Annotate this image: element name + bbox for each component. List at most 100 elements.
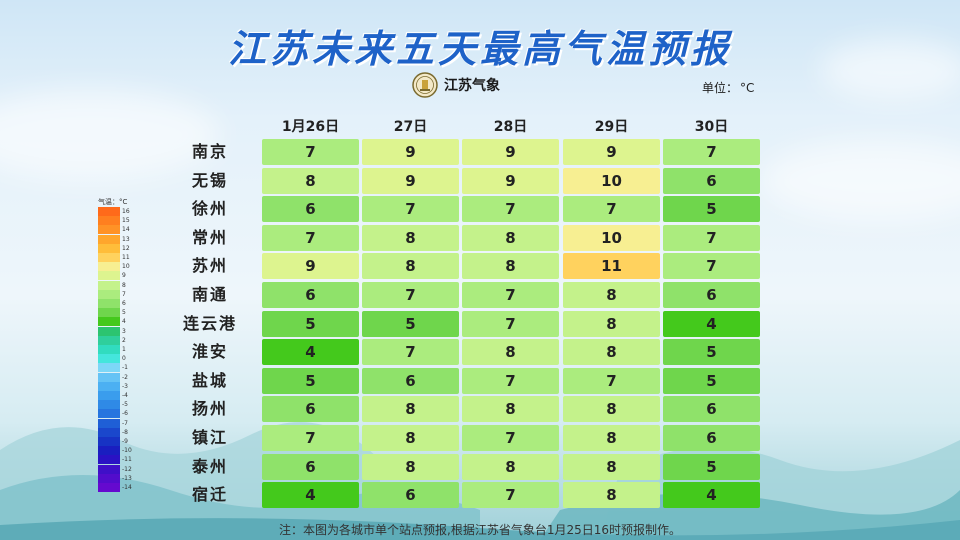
temperature-cell: 6: [663, 396, 760, 423]
legend-label: -4: [122, 392, 128, 399]
temperature-cell: 4: [262, 339, 359, 366]
legend-label: 14: [122, 226, 130, 234]
temperature-cell: 7: [262, 224, 359, 251]
temperature-cell: 4: [663, 482, 760, 509]
legend-label: -10: [122, 447, 132, 455]
legend-swatch: [98, 271, 120, 281]
legend-label: 12: [122, 244, 130, 252]
column-header: 30日: [694, 119, 729, 135]
city-label: 连云港: [182, 313, 237, 333]
legend-swatch: [98, 354, 120, 364]
city-label: 南通: [191, 285, 228, 304]
sky-cloud: [0, 90, 220, 180]
temperature-cell: 7: [462, 282, 559, 308]
temperature-cell: 11: [563, 253, 660, 280]
temperature-cell: 5: [362, 310, 459, 337]
temperature-cell: 8: [462, 253, 559, 280]
legend-label: 7: [122, 290, 126, 298]
temperature-cell: 8: [563, 396, 660, 423]
column-header: 29日: [594, 119, 629, 135]
temperature-cell: 6: [262, 196, 359, 223]
legend-label: -13: [122, 474, 132, 482]
legend-swatch: [98, 243, 120, 253]
temperature-cell: 8: [462, 224, 559, 251]
temperature-cell: 8: [563, 425, 660, 451]
temperature-cell: 9: [262, 253, 359, 280]
city-label: 宿迁: [191, 485, 228, 505]
temperature-cell: 6: [663, 167, 760, 194]
temperature-cell: 5: [663, 453, 760, 480]
city-label: 镇江: [191, 428, 228, 447]
temperature-cell: 8: [563, 482, 660, 509]
temperature-cell: 8: [262, 167, 359, 194]
legend-swatch: [98, 363, 120, 373]
legend-label: -5: [122, 401, 128, 409]
temperature-cell: 7: [563, 367, 660, 394]
temperature-cell: 8: [563, 310, 660, 337]
legend-label: 0: [122, 355, 126, 363]
temperature-cell: 6: [262, 453, 359, 480]
legend-label: -1: [122, 364, 128, 372]
page-title: 江苏未来五天最高气温预报: [227, 27, 732, 71]
temperature-cell: 6: [362, 482, 459, 509]
legend-swatch: [98, 308, 120, 318]
temperature-cell: 8: [563, 453, 660, 480]
sky-cloud: [820, 40, 960, 100]
city-label: 盐城: [191, 370, 228, 390]
legend-label: 10: [122, 263, 130, 271]
legend-label: 11: [122, 254, 130, 261]
legend-label: 4: [122, 318, 126, 326]
temperature-cell: 7: [563, 196, 660, 223]
legend-swatch: [98, 446, 120, 456]
temperature-cell: 9: [462, 167, 559, 194]
temperature-cell: 8: [362, 396, 459, 423]
city-label: 南京: [191, 142, 228, 161]
city-label: 常州: [191, 227, 228, 247]
temperature-cell: 8: [462, 339, 559, 366]
temperature-cell: 7: [462, 310, 559, 337]
legend-label: -14: [122, 484, 132, 491]
temperature-cell: 7: [362, 282, 459, 308]
logo: 江苏气象: [412, 72, 500, 98]
legend-label: -9: [122, 438, 128, 445]
temperature-cell: 8: [362, 253, 459, 280]
temperature-cell: 8: [563, 282, 660, 308]
city-label: 徐州: [191, 199, 228, 219]
sky-cloud: [760, 140, 960, 220]
column-header: 1月26日: [281, 119, 340, 135]
legend-label: -6: [122, 410, 128, 418]
temperature-cell: 5: [663, 196, 760, 223]
city-label: 苏州: [191, 256, 228, 276]
legend-swatch: [98, 225, 120, 235]
city-label: 扬州: [191, 399, 228, 419]
temperature-cell: 6: [262, 396, 359, 423]
legend-label: 1: [122, 346, 126, 353]
legend-swatch: [98, 216, 120, 226]
temperature-cell: 7: [362, 339, 459, 366]
legend-label: 5: [122, 309, 126, 317]
temperature-cell: 4: [262, 482, 359, 509]
legend-label: -7: [122, 419, 128, 427]
temperature-cell: 8: [362, 224, 459, 251]
temperature-cell: 5: [262, 310, 359, 337]
legend-swatch: [98, 372, 120, 382]
temperature-cell: 7: [262, 139, 359, 165]
legend-swatch: [98, 455, 120, 465]
legend-label: 6: [122, 300, 126, 307]
column-header: 28日: [493, 119, 528, 135]
meteorology-logo-icon: [412, 72, 438, 98]
temperature-cell: 8: [563, 339, 660, 366]
temperature-cell: 7: [362, 196, 459, 223]
unit-label-text: 单位：: [702, 81, 739, 95]
legend-swatch: [98, 391, 120, 400]
temperature-cell: 5: [262, 367, 359, 394]
temperature-cell: 7: [462, 482, 559, 509]
temperature-cell: 9: [563, 139, 660, 165]
legend-swatch: [98, 207, 120, 216]
legend-label: -11: [122, 456, 132, 464]
legend-label: 3: [122, 327, 126, 335]
legend-swatch: [98, 280, 120, 290]
legend-label: 13: [122, 235, 130, 243]
temperature-cell: 4: [663, 310, 760, 337]
legend-swatch: [98, 335, 120, 345]
